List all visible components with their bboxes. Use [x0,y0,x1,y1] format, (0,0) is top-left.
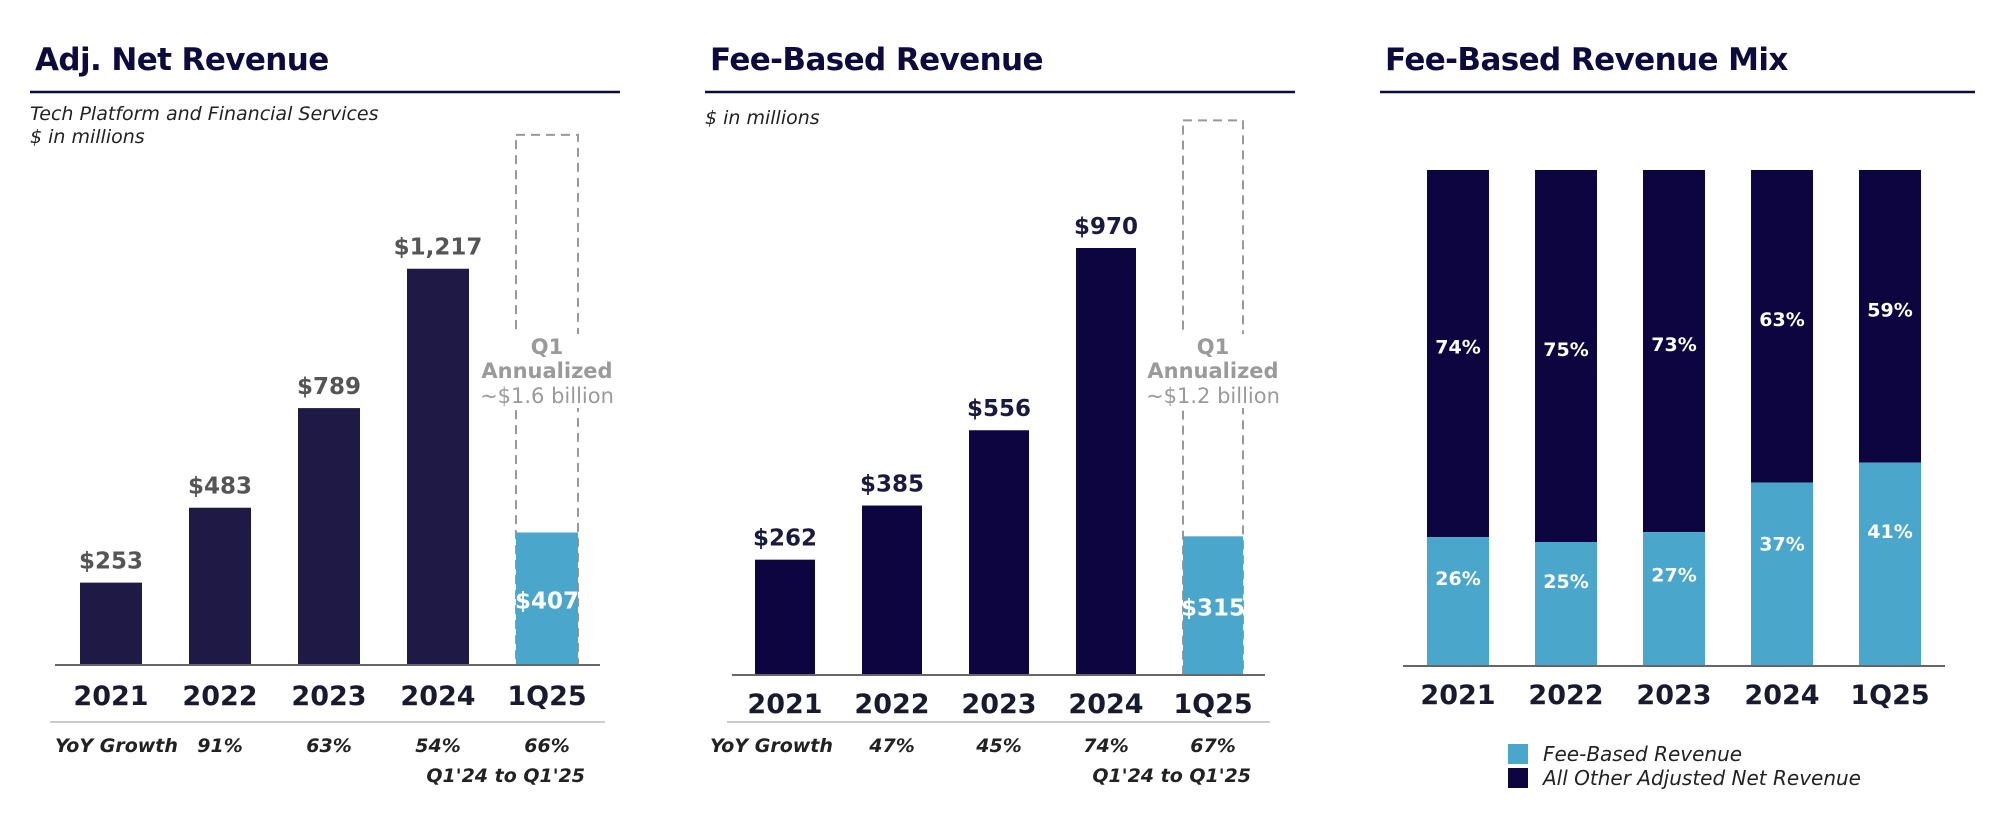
units-label: $ in millions [705,107,820,129]
chart-title: Fee-Based Revenue [710,42,1043,78]
bar-segment-other [1859,170,1921,463]
yoy-value: 45% [975,735,1021,757]
bar-segment-other [1427,170,1489,538]
yoy-note: Q1'24 to Q1'25 [1092,765,1251,787]
yoy-value: 67% [1190,735,1235,757]
bar-value-label: $315 [1181,596,1245,622]
chart-subtitle: Tech Platform and Financial Services [30,103,379,125]
segment-label-other: 59% [1867,299,1912,321]
legend-swatch [1508,744,1528,764]
chart-title: Fee-Based Revenue Mix [1385,42,1788,78]
x-tick-label: 2024 [1068,689,1143,720]
bar [755,559,815,675]
bar [1076,248,1136,676]
yoy-value: 54% [415,735,460,757]
yoy-value: 63% [306,735,351,757]
chart-title: Adj. Net Revenue [35,42,329,78]
bar [969,430,1029,675]
annotation-line2: Annualized [1147,359,1278,383]
bar [80,582,142,665]
legend-label: All Other Adjusted Net Revenue [1541,766,1861,790]
segment-label-fee: 27% [1651,565,1696,587]
bar-segment-other [1535,170,1597,542]
yoy-label: YoY Growth [55,735,178,757]
segment-label-fee: 25% [1543,571,1588,593]
annotation-bg [1151,334,1275,359]
bar [407,268,469,665]
bar-value-label: $1,217 [394,235,483,261]
segment-label-other: 73% [1651,334,1696,356]
annotation-bg [485,334,609,359]
bar [516,532,578,665]
bar-value-label: $262 [753,526,817,552]
annotation-bg [485,358,609,383]
x-tick-label: 2022 [1528,680,1603,711]
x-tick-label: 2024 [1744,680,1819,711]
bar-value-label: $253 [79,549,143,575]
bar [1183,536,1243,675]
bar-segment-fee [1643,532,1705,666]
x-tick-label: 2022 [182,681,257,712]
annotation-bg [1151,358,1275,383]
bar-value-label: $970 [1074,214,1138,240]
chart-panel-2: Fee-Based Revenue $ in millions $262 2021 $3… [705,42,1295,787]
bar-segment-fee [1751,482,1813,666]
bar-segment-other [1751,170,1813,483]
annotation-line2: Annualized [481,359,612,383]
x-tick-label: 2023 [291,681,366,712]
bar-segment-fee [1535,542,1597,666]
segment-label-fee: 26% [1435,568,1480,590]
annotation-bg [1151,383,1275,408]
x-tick-label: 2023 [961,689,1036,720]
x-tick-label: 2024 [400,681,475,712]
x-tick-label: 2022 [854,689,929,720]
x-tick-label: 2023 [1636,680,1711,711]
x-tick-label: 2021 [747,689,822,720]
bar-value-label: $407 [515,589,579,615]
segment-label-other: 75% [1543,339,1588,361]
annotation-line1: Q1 [531,335,563,359]
legend-swatch [1508,768,1528,788]
bar-value-label: $385 [860,472,924,498]
bar-value-label: $556 [967,396,1031,422]
annotation-bg [485,383,609,408]
segment-label-other: 63% [1759,309,1804,331]
units-label: $ in millions [30,126,145,148]
segment-label-fee: 41% [1867,521,1912,543]
yoy-label: YoY Growth [710,735,833,757]
x-tick-label: 1Q25 [507,681,586,712]
chart-panel-3: Fee-Based Revenue Mix 74% 26% 2021 75% 25% 202… [1380,42,1975,790]
bar-segment-other [1643,170,1705,533]
bar [862,505,922,675]
x-tick-label: 1Q25 [1850,680,1929,711]
chart-panel-1: Adj. Net Revenue Tech Platform and Financ… [30,42,620,787]
x-tick-label: 2021 [73,681,148,712]
x-tick-label: 2021 [1420,680,1495,711]
annotation-line3: ~$1.2 billion [1146,384,1280,408]
legend-label: Fee-Based Revenue [1543,742,1742,766]
bar-segment-fee [1859,462,1921,666]
bar [189,507,251,665]
annotation-line3: ~$1.6 billion [480,384,614,408]
annotation-line1: Q1 [1197,335,1229,359]
bar-value-label: $483 [188,474,252,500]
bar-segment-fee [1427,537,1489,666]
yoy-value: 91% [197,735,242,757]
x-tick-label: 1Q25 [1173,689,1252,720]
yoy-value: 74% [1083,735,1128,757]
bar [298,408,360,665]
yoy-value: 66% [524,735,569,757]
yoy-note: Q1'24 to Q1'25 [426,765,585,787]
yoy-value: 47% [868,735,914,757]
segment-label-other: 74% [1435,337,1480,359]
bar-value-label: $789 [297,374,361,400]
segment-label-fee: 37% [1759,533,1804,555]
